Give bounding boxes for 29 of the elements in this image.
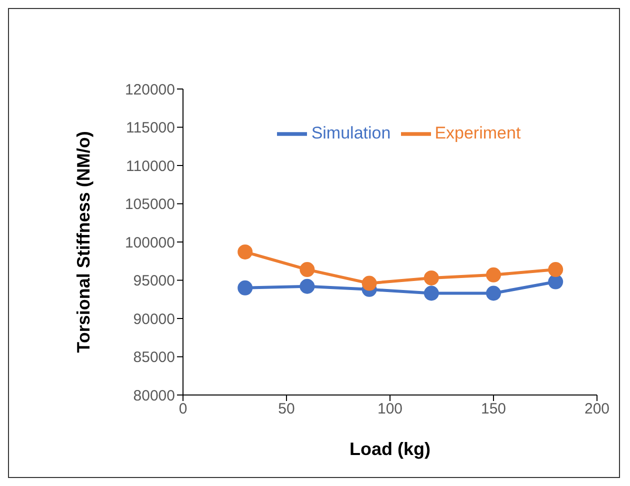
x-tick-label: 50 (278, 400, 295, 418)
x-axis-title: Load (kg) (350, 439, 430, 459)
point (424, 270, 439, 286)
point (486, 267, 501, 282)
x-tick-label: 0 (178, 400, 188, 418)
point (238, 244, 253, 260)
y-tick-label: 105000 (124, 196, 175, 214)
point (238, 280, 253, 296)
point (300, 278, 315, 294)
x-tick-label: 200 (584, 400, 610, 418)
y-tick-label: 95000 (133, 272, 175, 290)
y-tick-label: 80000 (133, 387, 175, 404)
point (300, 262, 315, 278)
point (548, 262, 564, 278)
legend-label: Experiment (434, 123, 521, 142)
point (362, 276, 377, 291)
x-tick-label: 150 (480, 400, 506, 418)
y-tick-label: 120000 (124, 81, 175, 98)
y-tick-label: 110000 (126, 158, 175, 175)
point (486, 286, 501, 301)
y-tick-label: 90000 (133, 310, 175, 328)
x-tick-label: 100 (377, 400, 403, 418)
point (548, 274, 564, 290)
y-tick-label: 85000 (133, 349, 175, 366)
legend-label: Simulation (311, 123, 391, 142)
y-axis-title: Torsional Stiffness (NM/o) (73, 131, 94, 353)
point (424, 286, 439, 301)
y-tick-label: 100000 (124, 234, 175, 252)
y-tick-label: 115000 (126, 120, 175, 137)
